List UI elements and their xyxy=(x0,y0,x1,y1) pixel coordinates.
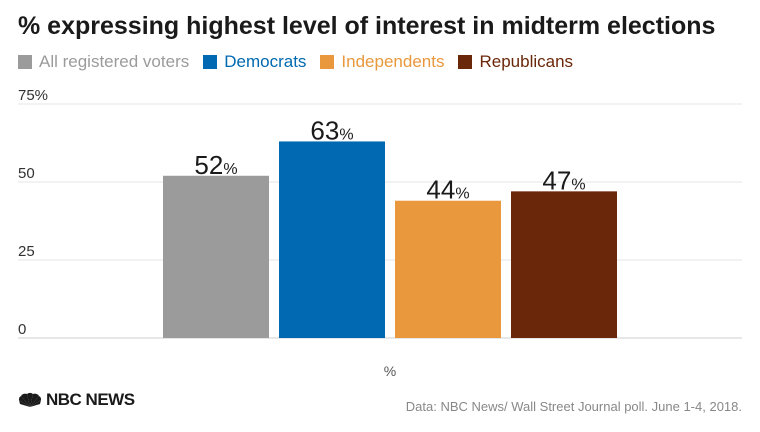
bar xyxy=(511,191,617,338)
chart-title: % expressing highest level of interest i… xyxy=(18,12,716,40)
y-tick-label: 25 xyxy=(18,243,35,260)
legend-swatch xyxy=(203,55,218,69)
legend-swatch xyxy=(18,55,32,69)
data-label-value: 47 xyxy=(542,165,571,195)
legend-swatch xyxy=(320,55,335,69)
data-label-value: 52 xyxy=(194,150,223,180)
data-label-unit: % xyxy=(571,176,585,193)
data-label-value: 63 xyxy=(310,115,339,145)
legend-label: All registered voters xyxy=(39,52,190,71)
legend-item-republicans: Republicans xyxy=(458,52,573,72)
x-category-label: % xyxy=(384,363,396,379)
data-label: 63% xyxy=(310,115,353,145)
legend-label: Independents xyxy=(341,52,445,71)
data-label-unit: % xyxy=(339,126,353,143)
data-label: 47% xyxy=(542,165,585,195)
source-note: Data: NBC News/ Wall Street Journal poll… xyxy=(405,399,742,414)
data-label-unit: % xyxy=(455,186,469,203)
bar xyxy=(163,175,269,338)
y-tick-label: 75% xyxy=(18,87,48,104)
bar xyxy=(279,141,385,338)
chart-legend: All registered voters Democrats Independ… xyxy=(18,52,587,72)
data-label: 52% xyxy=(194,150,237,180)
bar xyxy=(395,200,501,338)
legend-label: Democrats xyxy=(224,52,307,71)
nbc-peacock-icon xyxy=(18,393,42,407)
legend-label: Republicans xyxy=(479,52,574,71)
data-label-unit: % xyxy=(223,161,237,178)
data-label: 44% xyxy=(426,175,469,205)
y-tick-label: 0 xyxy=(18,321,26,338)
y-tick-label: 50 xyxy=(18,165,35,182)
data-label-value: 44 xyxy=(426,175,455,205)
nbc-news-logo: NBC NEWS xyxy=(18,390,135,410)
legend-item-democrats: Democrats xyxy=(203,52,306,72)
logo-text: NBC NEWS xyxy=(46,390,135,409)
legend-item-all-registered-voters: All registered voters xyxy=(18,52,189,72)
legend-item-independents: Independents xyxy=(320,52,444,72)
legend-swatch xyxy=(458,55,473,69)
